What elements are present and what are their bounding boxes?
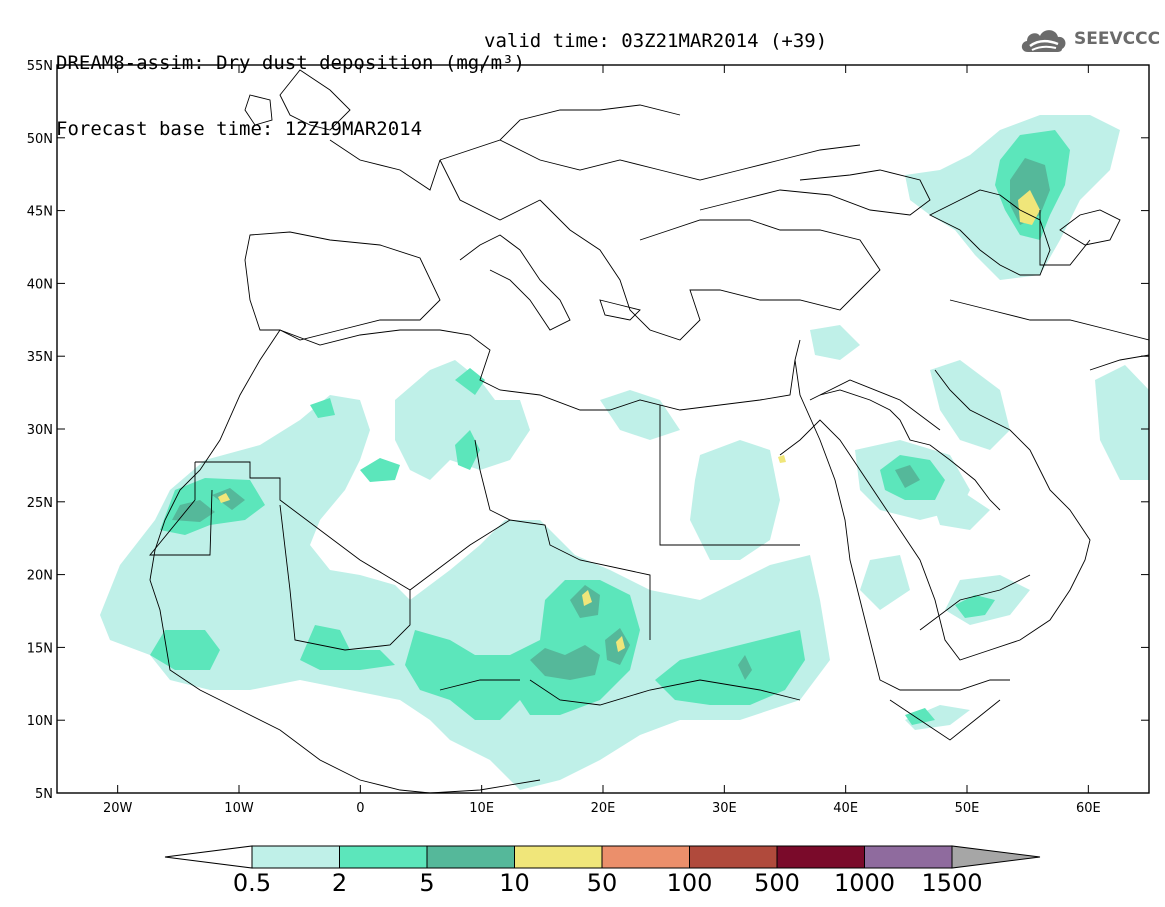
colorbar-label: 2 xyxy=(331,869,348,897)
lat-label: 20N xyxy=(27,569,53,584)
colorbar-label: 0.5 xyxy=(232,869,272,897)
red-sea-west-coast xyxy=(794,359,1010,691)
west-africa-coast xyxy=(149,329,431,793)
lon-label: 10W xyxy=(224,801,254,816)
lat-label: 10N xyxy=(27,714,53,729)
border-europe-east xyxy=(499,139,861,181)
colorbar-label: 1500 xyxy=(921,869,983,897)
iberia-coast xyxy=(244,231,441,341)
lat-label: 50N xyxy=(27,132,53,147)
lat-label: 35N xyxy=(27,350,53,365)
longitude-ticks: 20W 10W 0 10E 20E 30E 40E 50E 60E xyxy=(103,65,1101,816)
north-africa-coast xyxy=(279,329,801,411)
dust-contours xyxy=(100,115,1149,790)
colorbar-box xyxy=(864,845,953,869)
lon-label: 20W xyxy=(103,801,133,816)
france-coast xyxy=(329,139,441,191)
colorbar-box xyxy=(339,845,428,869)
colorbar-label: 50 xyxy=(586,869,618,897)
ireland xyxy=(244,94,273,126)
lon-label: 30E xyxy=(712,801,737,816)
cloud-logo-icon xyxy=(1021,30,1066,52)
colorbar-box xyxy=(514,845,603,869)
colorbar-box xyxy=(426,845,515,869)
aral-sea xyxy=(1059,209,1121,246)
lon-label: 40E xyxy=(833,801,858,816)
lon-label: 0 xyxy=(356,801,364,816)
colorbar-box xyxy=(601,845,690,869)
lon-label: 10E xyxy=(469,801,494,816)
lat-label: 40N xyxy=(27,277,53,292)
colorbar-low-arrow xyxy=(164,845,253,869)
contour-level-5 xyxy=(172,158,1050,680)
lat-label: 45N xyxy=(27,205,53,220)
border-libya-tunisia xyxy=(474,439,511,521)
colorbar-label: 1000 xyxy=(833,869,896,897)
lat-label: 30N xyxy=(27,423,53,438)
iran-coast xyxy=(1089,354,1149,371)
colorbar-high-arrow xyxy=(951,845,1041,869)
coastlines-and-borders xyxy=(149,69,1149,793)
contour-level-10 xyxy=(218,190,1040,652)
horn-of-africa xyxy=(889,699,1001,741)
border-niger-chad xyxy=(409,519,651,640)
title-line-1: DREAM8-assim: Dry dust deposition (mg/m³… xyxy=(56,52,525,74)
lat-label: 25N xyxy=(27,496,53,511)
latitude-ticks: 55N 50N 45N 40N 35N 30N 25N 20N 15N 10N 5N xyxy=(27,59,1149,802)
border-egypt-sudan xyxy=(659,405,800,546)
lat-label: 5N xyxy=(35,787,53,802)
colorbar-boxes xyxy=(164,845,1041,869)
colorbar-label: 100 xyxy=(666,869,713,897)
border-alps xyxy=(439,159,541,221)
lon-label: 50E xyxy=(955,801,980,816)
border-mauritania xyxy=(149,462,213,556)
gulf-coast xyxy=(819,389,1001,511)
colorbar-label: 5 xyxy=(419,869,435,897)
colorbar-box xyxy=(776,845,865,869)
lon-label: 60E xyxy=(1076,801,1101,816)
baltic-coast xyxy=(439,104,681,161)
border-kazakhstan xyxy=(1039,210,1091,266)
iran-north-border xyxy=(949,299,1149,341)
balkans-turkey-coast xyxy=(539,199,881,341)
colorbar-label: 500 xyxy=(754,869,800,897)
britain xyxy=(279,69,351,131)
seevccc-logo: SEEVCCC xyxy=(1018,24,1161,58)
black-sea xyxy=(699,169,931,216)
border-nigeria xyxy=(439,679,520,691)
arabia-coast xyxy=(779,369,1091,661)
colorbar-label: 10 xyxy=(499,869,530,897)
colorbar-box xyxy=(251,845,340,869)
lat-label: 55N xyxy=(27,59,53,74)
lon-label: 20E xyxy=(591,801,616,816)
valid-time: valid time: 03Z21MAR2014 (+39) xyxy=(484,30,828,52)
lat-label: 15N xyxy=(27,641,53,656)
gulf-of-guinea xyxy=(429,779,541,793)
colorbar-box xyxy=(689,845,778,869)
border-iraq xyxy=(809,379,941,431)
border-sahel xyxy=(529,679,801,706)
italy-coast xyxy=(459,234,571,331)
crete-peloponnese xyxy=(599,299,641,321)
border-yemen-saudi xyxy=(919,574,1031,631)
logo-text: SEEVCCC xyxy=(1074,29,1161,49)
caspian-sea xyxy=(928,189,1051,276)
